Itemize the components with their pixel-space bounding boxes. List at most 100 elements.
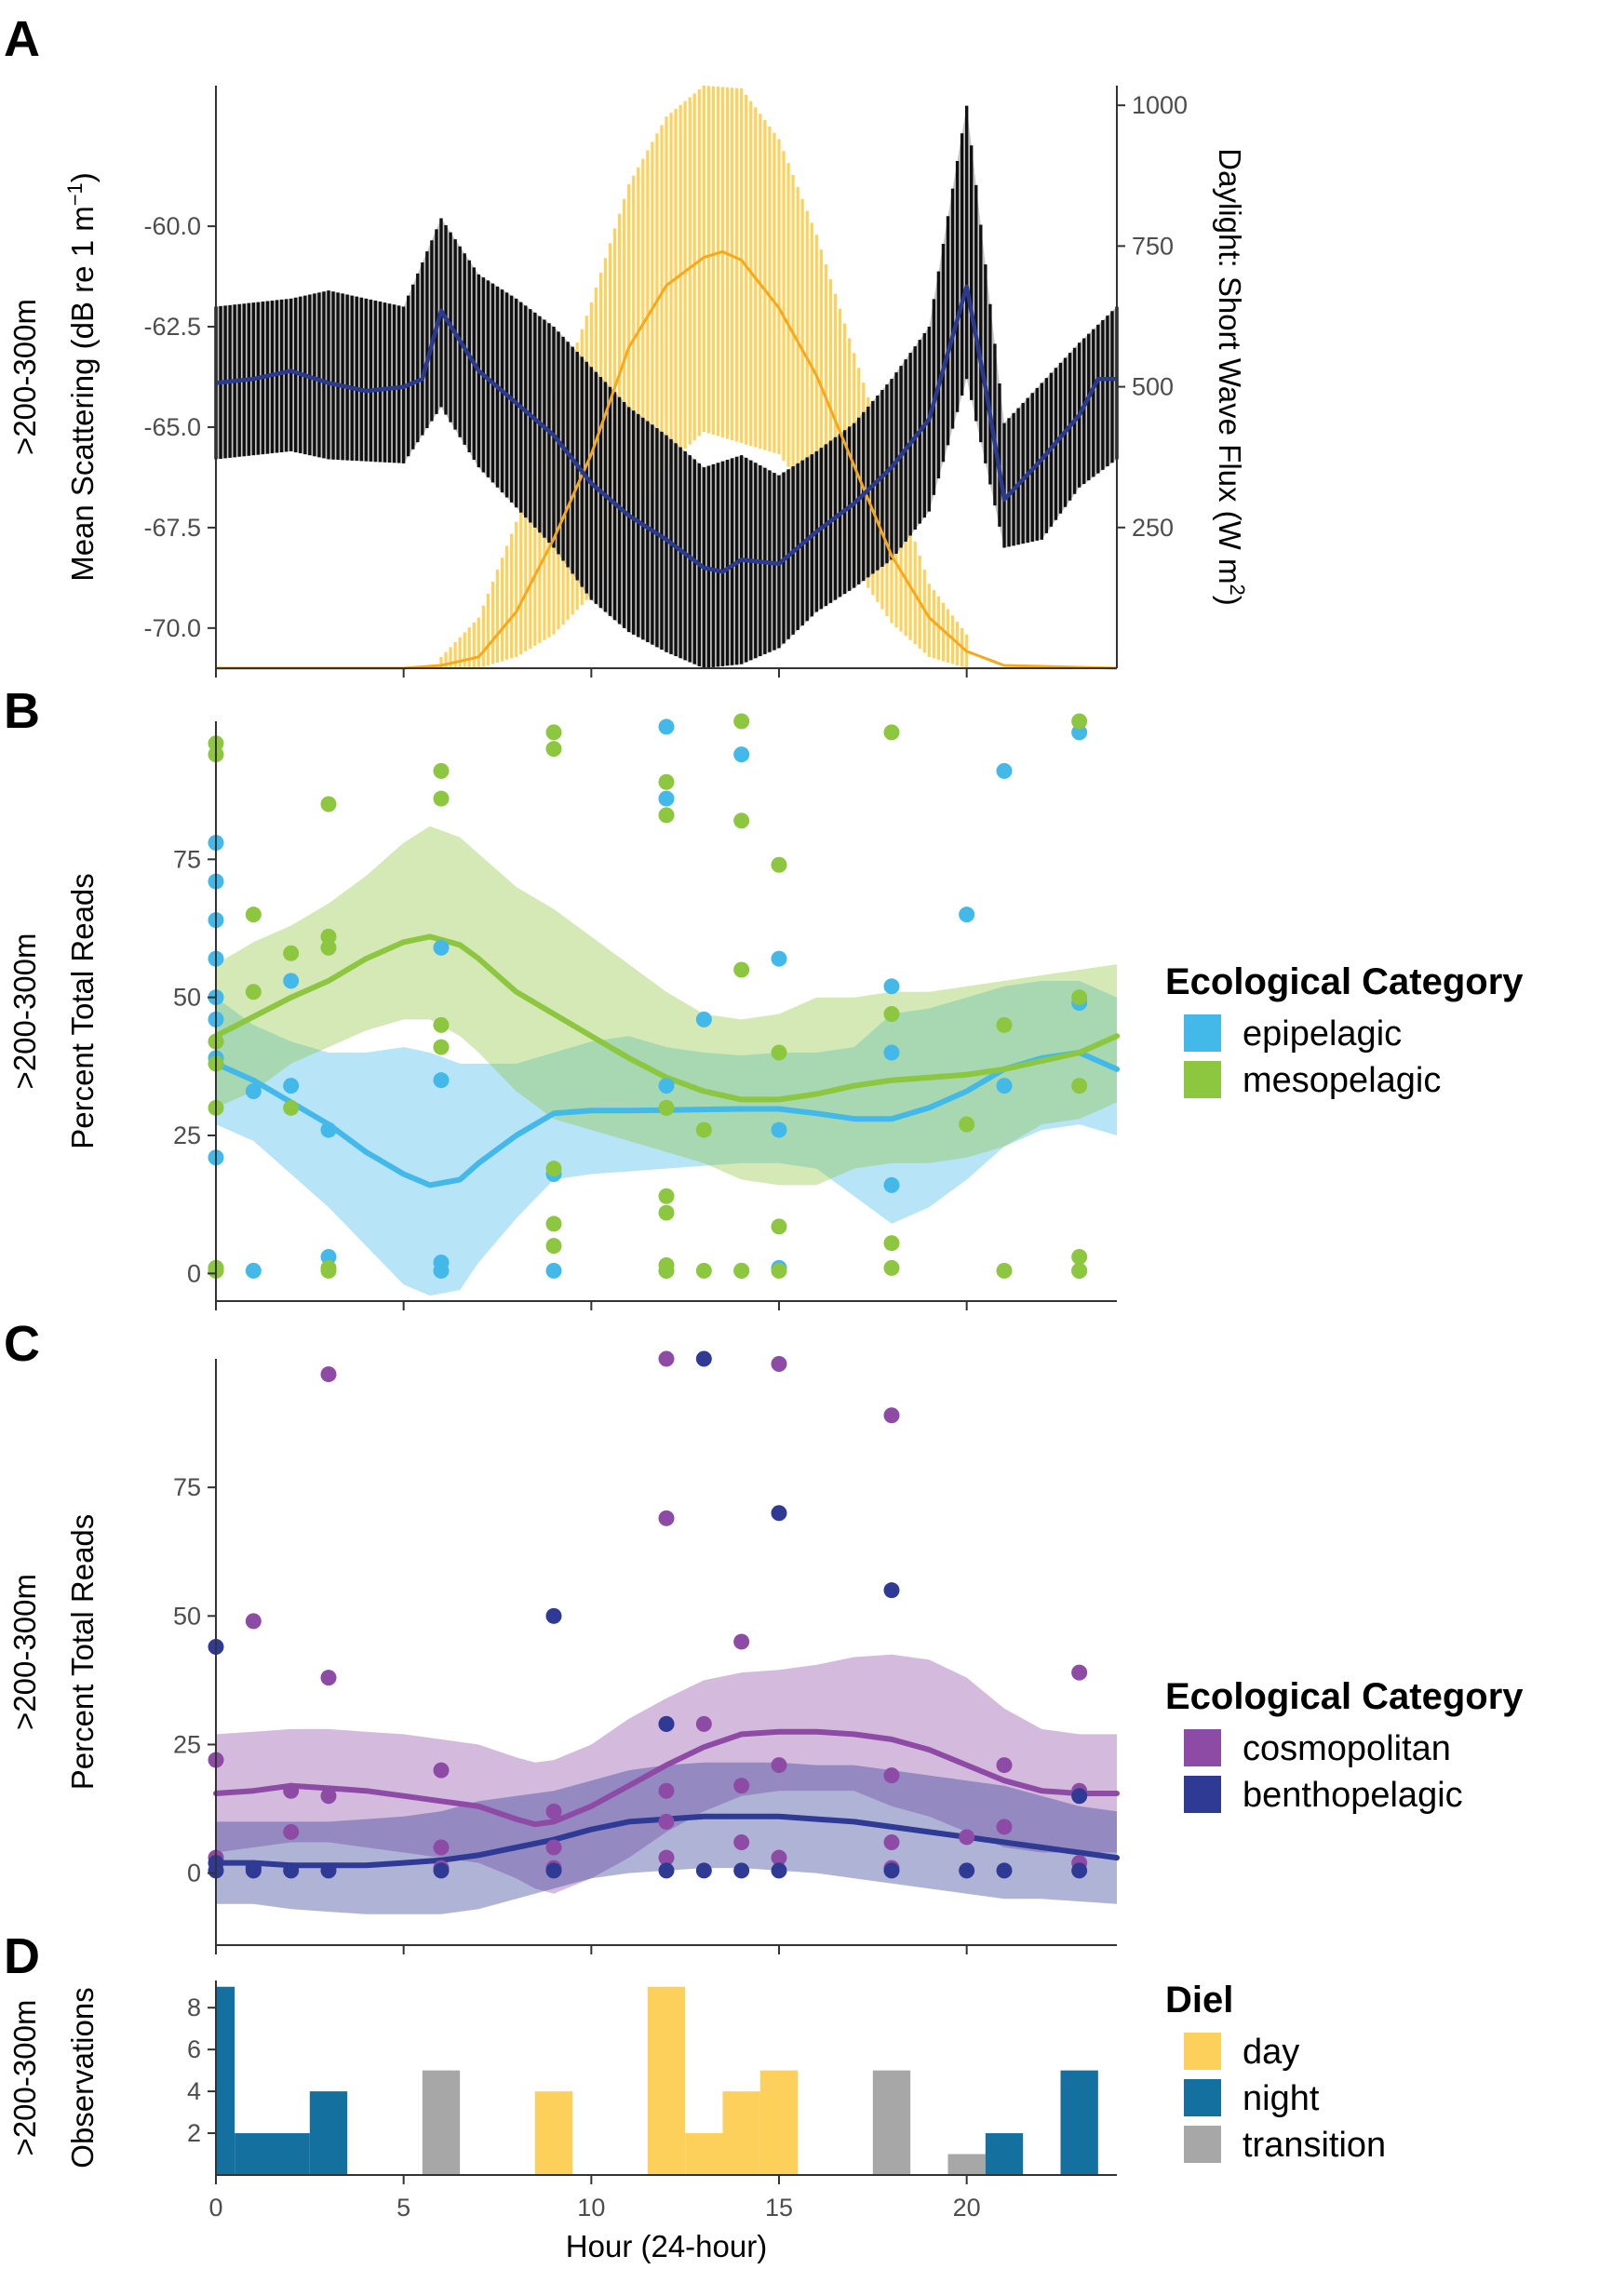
epipelagic-point xyxy=(996,1078,1013,1094)
legend-title: Ecological Category xyxy=(1165,961,1524,1002)
mesopelagic-point xyxy=(771,1262,787,1279)
epipelagic-point xyxy=(1071,724,1088,741)
legend-panel-c: Ecological Category cosmopolitan benthopel… xyxy=(1165,1676,1524,1815)
panel-c-depth-label: >200-300m xyxy=(7,1574,42,1730)
mesopelagic-point xyxy=(695,1121,712,1138)
panel-a-right-tick-label: 1000 xyxy=(1132,91,1188,119)
mesopelagic-point xyxy=(283,1099,300,1116)
epipelagic-point xyxy=(658,790,675,807)
panel-c-y-tick-label: 0 xyxy=(187,1860,201,1887)
cosmopolitan-point xyxy=(658,1510,675,1526)
benthopelagic-point xyxy=(658,1715,675,1732)
panel-letter-D: D xyxy=(4,1928,40,1984)
legend-swatch-cosmopolitan xyxy=(1184,1729,1221,1766)
legend-swatch-epipelagic xyxy=(1184,1014,1221,1052)
epipelagic-point xyxy=(883,978,900,995)
benthopelagic-point xyxy=(658,1862,675,1879)
benthopelagic-point xyxy=(771,1505,787,1522)
panel-b-y-tick-label: 50 xyxy=(173,984,201,1012)
panel-d-x-tick-label: 5 xyxy=(396,2194,410,2222)
legend-swatch-mesopelagic xyxy=(1184,1061,1221,1098)
mesopelagic-point xyxy=(883,1005,900,1022)
mesopelagic-point xyxy=(996,1016,1013,1033)
cosmopolitan-point xyxy=(545,1839,562,1856)
panel-a-right-tick-label: 750 xyxy=(1132,232,1174,260)
epipelagic-point xyxy=(283,973,300,989)
panel-a-y-tick-label: -62.5 xyxy=(143,313,201,341)
day-bar xyxy=(759,2070,799,2175)
epipelagic-point xyxy=(959,906,975,923)
cosmopolitan-point xyxy=(320,1366,337,1383)
mesopelagic-point xyxy=(320,939,337,956)
panel-d-x-tick-label: 0 xyxy=(208,2194,222,2222)
panel-letter-C: C xyxy=(4,1316,40,1372)
cosmopolitan-point xyxy=(1071,1664,1088,1681)
epipelagic-point xyxy=(883,1044,900,1061)
panel-a-depth-label: >200-300m xyxy=(7,299,42,455)
legend-label-benthopelagic: benthopelagic xyxy=(1243,1776,1463,1815)
panel-c-y-tick-label: 75 xyxy=(173,1473,201,1501)
panel-c-y-label: Percent Total Reads xyxy=(65,1514,100,1791)
epipelagic-point xyxy=(771,1121,787,1138)
panel-b-y-tick-label: 25 xyxy=(173,1121,201,1149)
panel-a-y-tick-label: -60.0 xyxy=(143,212,201,240)
benthopelagic-point xyxy=(545,1862,562,1879)
scattering-mean-line xyxy=(215,284,1117,574)
benthopelagic-point xyxy=(1071,1862,1088,1879)
epipelagic-point xyxy=(283,1078,300,1094)
panel-letter-B: B xyxy=(4,683,40,739)
benthopelagic-point xyxy=(996,1862,1013,1879)
panel-d-y-tick-label: 8 xyxy=(187,1994,201,2021)
panel-a-right-label: Daylight: Short Wave Flux (W m2) xyxy=(1213,148,1249,605)
mesopelagic-point xyxy=(1071,989,1088,1006)
panel-a-right-tick-label: 250 xyxy=(1132,514,1174,542)
cosmopolitan-point xyxy=(771,1356,787,1373)
cosmopolitan-point xyxy=(883,1833,900,1850)
x-axis-label: Hour (24-hour) xyxy=(566,2229,767,2263)
legend-swatch-benthopelagic xyxy=(1184,1776,1221,1813)
legend-label-day: day xyxy=(1243,2033,1299,2072)
benthopelagic-point xyxy=(433,1862,450,1879)
panel-c: 0 25 50 75 >200-300m Percent Total Reads xyxy=(7,1350,1120,1954)
panel-b-y-tick-label: 0 xyxy=(187,1259,201,1287)
legend-swatch-night xyxy=(1184,2079,1221,2116)
mesopelagic-point xyxy=(883,1259,900,1276)
panel-c-y-tick-label: 25 xyxy=(173,1730,201,1758)
epipelagic-point xyxy=(733,746,750,763)
transition-bar xyxy=(947,2154,986,2175)
cosmopolitan-point xyxy=(733,1633,750,1650)
epipelagic-point xyxy=(433,1072,450,1089)
mesopelagic-point xyxy=(320,1262,337,1279)
panel-d-y-tick-label: 4 xyxy=(187,2077,201,2105)
panel-b-y-tick-label: 75 xyxy=(173,845,201,873)
day-bar xyxy=(685,2133,723,2175)
cosmopolitan-trend-line xyxy=(213,1728,1120,1828)
benthopelagic-point xyxy=(771,1862,787,1879)
panel-b: 0 25 50 75 >200-300m Percent Total Reads xyxy=(7,713,1120,1310)
legend-label-epipelagic: epipelagic xyxy=(1243,1014,1402,1054)
mesopelagic-point xyxy=(1071,1249,1088,1266)
epipelagic-point xyxy=(658,718,675,735)
cosmopolitan-point xyxy=(320,1670,337,1686)
panel-c-y-tick-label: 50 xyxy=(173,1602,201,1630)
legend-swatch-transition xyxy=(1184,2126,1221,2163)
night-bar xyxy=(272,2133,310,2175)
mesopelagic-point xyxy=(695,1262,712,1279)
benthopelagic-point xyxy=(733,1862,750,1879)
mesopelagic-point xyxy=(733,713,750,730)
mesopelagic-point xyxy=(545,1161,562,1177)
mesopelagic-point xyxy=(733,961,750,978)
epipelagic-trend-line xyxy=(213,1050,1120,1188)
panel-a-y-label: Mean Scattering (dB re 1 m−1) xyxy=(63,172,100,582)
mesopelagic-point xyxy=(733,812,750,829)
cosmopolitan-point xyxy=(883,1407,900,1424)
mesopelagic-point xyxy=(545,724,562,741)
panel-a-y-tick-label: -65.0 xyxy=(143,413,201,441)
mesopelagic-point xyxy=(433,790,450,807)
legend-label-cosmopolitan: cosmopolitan xyxy=(1243,1729,1451,1768)
benthopelagic-point xyxy=(320,1862,337,1879)
mesopelagic-trend-line xyxy=(213,933,1120,1103)
panel-a-right-tick-label: 500 xyxy=(1132,373,1174,401)
mesopelagic-point xyxy=(658,807,675,824)
